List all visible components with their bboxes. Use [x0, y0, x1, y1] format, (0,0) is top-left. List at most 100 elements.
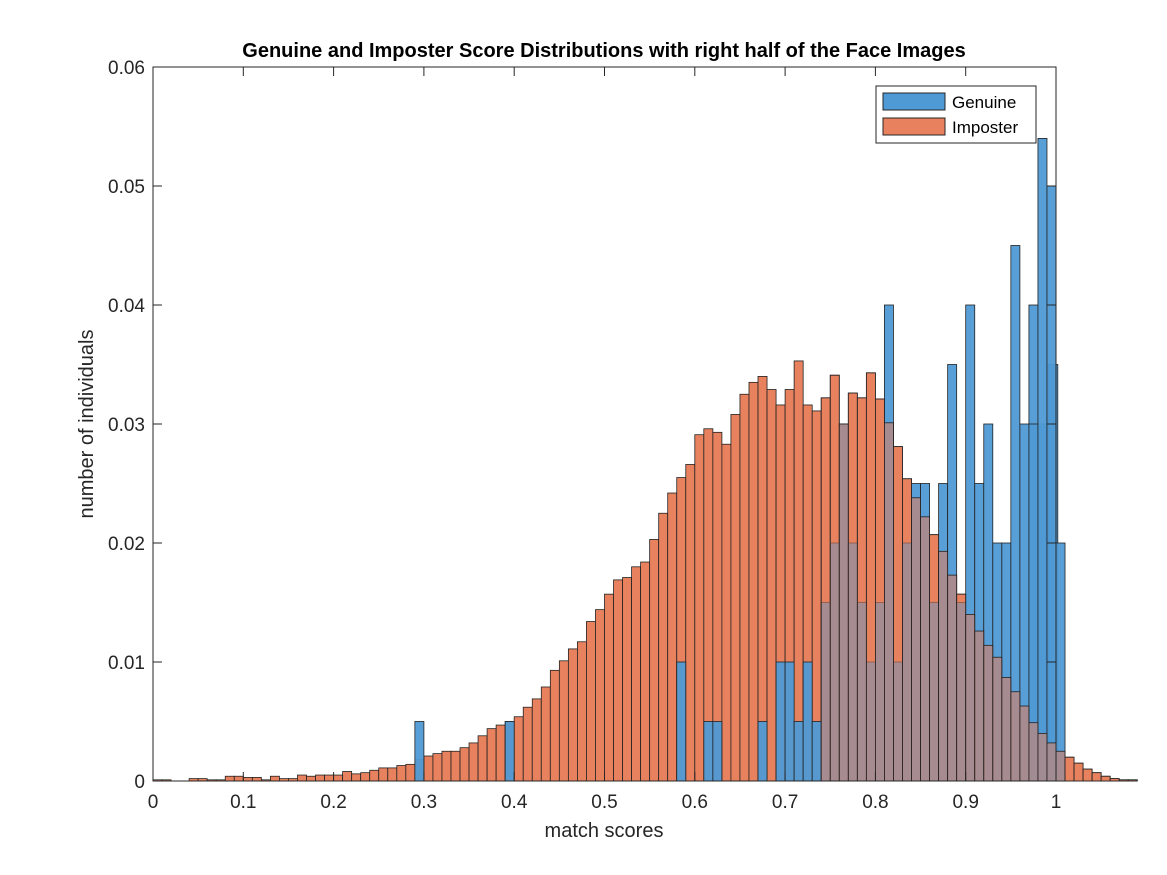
genuine-bar: [784, 661, 795, 782]
imposter-bar-overlay: [920, 516, 930, 782]
genuine-bar: [802, 661, 813, 782]
imposter-bar-overlay: [884, 422, 894, 782]
imposter-bar: [595, 609, 605, 782]
y-tick-label: 0.04: [108, 296, 145, 317]
imposter-bar: [622, 577, 632, 782]
imposter-bar-overlay: [856, 397, 867, 782]
imposter-bar: [251, 777, 262, 782]
imposter-bar-overlay: [1055, 750, 1066, 782]
x-tick-label: 0.9: [952, 792, 978, 813]
imposter-bar: [604, 593, 614, 782]
imposter-bar-overlay: [1037, 733, 1048, 782]
imposter-bar: [432, 753, 443, 782]
imposter-bar: [342, 771, 353, 782]
genuine-bar: [793, 721, 804, 782]
imposter-bar-overlay: [992, 656, 1003, 782]
imposter-bar: [297, 774, 307, 782]
x-tick-label: 0.1: [230, 792, 256, 813]
imposter-bar-overlay: [1001, 677, 1012, 782]
genuine-bar: [1046, 185, 1057, 782]
y-axis-label: number of individuals: [76, 330, 98, 519]
x-tick-label: 1: [1051, 792, 1062, 813]
imposter-bar-overlay: [1073, 762, 1084, 782]
imposter-bar: [351, 773, 362, 782]
imposter-bar-overlay: [947, 574, 958, 782]
imposter-bar: [685, 464, 696, 782]
imposter-bar: [721, 443, 732, 782]
y-tick-label: 0.05: [108, 177, 145, 198]
x-tick-label: 0.2: [320, 792, 346, 813]
imposter-bar: [224, 775, 235, 782]
imposter-bar: [567, 648, 578, 782]
x-tick-label: 0.4: [501, 792, 528, 813]
x-tick-label: 0.5: [591, 792, 617, 813]
imposter-bar: [333, 774, 344, 782]
imposter-bar: [423, 755, 434, 782]
imposter-bar: [793, 360, 804, 782]
imposter-bar: [766, 389, 777, 782]
genuine-bar: [703, 721, 714, 782]
imposter-bar: [667, 492, 678, 782]
y-tick-label: 0: [134, 772, 145, 793]
imposter-bar: [378, 767, 389, 782]
imposter-bar: [459, 747, 470, 782]
imposter-bar-overlay: [1127, 779, 1138, 782]
imposter-bar: [306, 775, 316, 782]
genuine-bar: [1037, 137, 1048, 782]
x-axis-label: match scores: [545, 820, 664, 842]
x-axis: 0 0.1 0.2 0.3 0.4 0.5 0.6 0.7 0.8 0.9 1: [148, 67, 1062, 813]
x-tick-label: 0: [148, 792, 159, 813]
imposter-bar: [558, 660, 569, 782]
imposter-bar-overlay: [829, 374, 840, 782]
imposter-bar: [694, 434, 705, 782]
imposter-bar: [233, 775, 244, 782]
genuine-bar: [775, 661, 786, 782]
imposter-bar: [315, 774, 325, 782]
genuine-bar: [414, 721, 425, 782]
imposter-bar: [613, 579, 623, 782]
imposter-bar: [586, 621, 596, 782]
imposter-bar-overlay: [1109, 778, 1120, 782]
imposter-bar: [396, 765, 407, 782]
imposter-bar-overlay: [983, 644, 994, 782]
imposter-bar: [549, 669, 560, 782]
imposter-bar-overlay: [1019, 705, 1030, 782]
imposter-bar-overlay: [1046, 742, 1057, 782]
imposter-bar: [522, 706, 533, 782]
x-tick-label: 0.3: [411, 792, 437, 813]
imposter-bar: [269, 775, 280, 782]
imposter-bar-overlay: [1010, 691, 1021, 782]
imposter-bar: [369, 769, 380, 782]
x-tick-label: 0.7: [772, 792, 798, 813]
imposter-bar: [649, 539, 660, 782]
imposter-bar-overlay: [865, 372, 876, 782]
imposter-bar-overlay: [1091, 772, 1102, 782]
imposter-bar: [477, 735, 488, 782]
genuine-bar: [811, 721, 822, 782]
imposter-bar-overlay: [820, 397, 831, 782]
imposter-bar: [387, 767, 398, 782]
x-tick-label: 0.6: [682, 792, 708, 813]
imposter-bar: [450, 750, 461, 782]
imposter-bar: [577, 641, 587, 782]
imposter-bar-overlay: [929, 534, 940, 782]
imposter-bar-overlay: [875, 398, 885, 782]
imposter-bar-overlay: [956, 593, 967, 782]
y-tick-label: 0.02: [108, 534, 145, 555]
imposter-bar-overlay: [893, 446, 903, 782]
imposter-bar-overlay: [974, 630, 985, 782]
y-axis: 0 0.01 0.02 0.03 0.04 0.05 0.06: [108, 58, 1056, 793]
imposter-bar-overlay: [1064, 756, 1075, 782]
imposter-bar-overlay: [1028, 722, 1039, 782]
imposter-bar: [495, 724, 506, 782]
y-tick-label: 0.03: [108, 415, 145, 436]
imposter-bar: [360, 772, 371, 782]
legend: Genuine Imposter: [875, 85, 1037, 144]
imposter-bar: [405, 763, 416, 782]
imposter-bar-overlay: [1118, 779, 1129, 782]
imposter-bar: [631, 566, 642, 782]
y-tick-label: 0.01: [108, 653, 145, 674]
imposter-bar: [540, 686, 551, 782]
imposter-bar: [242, 777, 253, 782]
x-tick-label: 0.8: [862, 792, 888, 813]
